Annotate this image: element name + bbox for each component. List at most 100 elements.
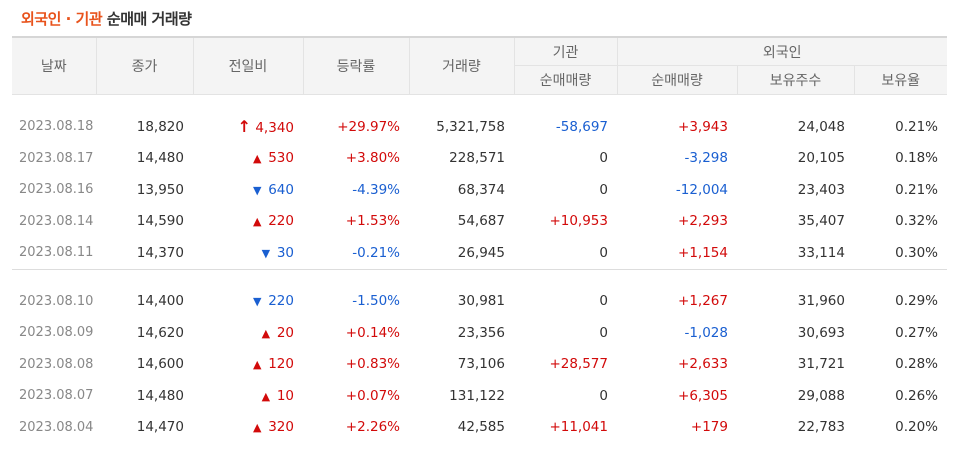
- section-title: 외국인 · 기관 순매매 거래량: [21, 8, 192, 29]
- foreign-ratio-cell: 0.30%: [895, 244, 938, 261]
- foreign-ratio-cell: 0.29%: [895, 293, 938, 310]
- rate-cell: -1.50%: [352, 293, 400, 310]
- foreign-net-cell: +6,305: [678, 387, 728, 404]
- inst-net-cell: 0: [599, 324, 608, 341]
- foreign-shares-cell: 30,693: [797, 324, 845, 341]
- rate-cell: +2.26%: [345, 419, 400, 436]
- inst-net-cell: 0: [599, 150, 608, 167]
- foreign-ratio-cell: 0.32%: [895, 213, 938, 230]
- change-cell: ▲ 220: [193, 206, 303, 238]
- separator-cell: [12, 268, 947, 286]
- change-cell: ▼ 640: [193, 174, 303, 206]
- table-row: 2023.08.07 14,480 ▲ 10 +0.07% 131,122 0 +6,305 2…: [12, 380, 947, 412]
- foreign-shares-cell: 31,721: [797, 356, 845, 373]
- change-value: 640: [268, 181, 294, 198]
- close-cell: 18,820: [136, 118, 184, 135]
- date-cell: 2023.08.16: [19, 182, 94, 198]
- foreign-net-cell: +1,154: [678, 244, 728, 261]
- foreign-ratio-cell: 0.26%: [895, 387, 938, 404]
- change-cell: ▼ 220: [193, 286, 303, 318]
- date-cell: 2023.08.14: [19, 213, 94, 229]
- date-cell: 2023.08.11: [19, 245, 94, 261]
- triangle-up-icon: ▲: [252, 358, 262, 372]
- change-cell: ▼ 30: [193, 237, 303, 269]
- change-value: 530: [268, 150, 294, 167]
- date-cell: 2023.08.17: [19, 150, 94, 166]
- header-change: 전일비: [193, 36, 304, 95]
- volume-cell: 54,687: [457, 213, 505, 230]
- change-value: 120: [268, 356, 294, 373]
- table-row: 2023.08.10 14,400 ▼ 220 -1.50% 30,981 0 +1,267 3…: [12, 286, 947, 318]
- separator-cell: [12, 95, 947, 112]
- spacer-row: [12, 95, 947, 112]
- header-foreign: 외국인: [617, 36, 947, 66]
- inst-net-cell: 0: [599, 244, 608, 261]
- triangle-up-icon: ▲: [252, 421, 262, 435]
- triangle-up-icon: ▲: [252, 152, 262, 166]
- table-row: 2023.08.17 14,480 ▲ 530 +3.80% 228,571 0 -3,298…: [12, 143, 947, 175]
- triangle-up-icon: ▲: [261, 326, 271, 340]
- rate-cell: +3.80%: [345, 150, 400, 167]
- rate-cell: -0.21%: [352, 244, 400, 261]
- header-rate: 등락률: [303, 36, 410, 95]
- volume-cell: 30,981: [457, 293, 505, 310]
- inst-net-cell: +10,953: [549, 213, 608, 230]
- foreign-shares-cell: 31,960: [797, 293, 845, 310]
- change-value: 320: [268, 419, 294, 436]
- foreign-ratio-cell: 0.27%: [895, 324, 938, 341]
- close-cell: 14,600: [136, 356, 184, 373]
- rate-cell: +0.14%: [345, 324, 400, 341]
- change-value: 4,340: [255, 120, 294, 137]
- header-close: 종가: [96, 36, 194, 95]
- foreign-net-cell: -12,004: [675, 181, 728, 198]
- header-foreign-shares: 보유주수: [737, 65, 855, 95]
- foreign-net-cell: +2,293: [678, 213, 728, 230]
- triangle-up-icon: ▲: [261, 389, 271, 403]
- date-cell: 2023.08.18: [19, 119, 94, 135]
- date-cell: 2023.08.07: [19, 388, 94, 404]
- change-cell: ▲ 10: [193, 380, 303, 412]
- title-accent: 외국인 · 기관: [21, 10, 103, 28]
- change-value: 10: [276, 387, 294, 404]
- foreign-ratio-cell: 0.18%: [895, 150, 938, 167]
- inst-net-cell: +11,041: [549, 419, 608, 436]
- foreign-net-cell: +3,943: [678, 118, 728, 135]
- foreign-shares-cell: 33,114: [797, 244, 845, 261]
- foreign-ratio-cell: 0.20%: [895, 419, 938, 436]
- inst-net-cell: -58,697: [555, 118, 608, 135]
- foreign-shares-cell: 20,105: [797, 150, 845, 167]
- inst-net-cell: 0: [599, 387, 608, 404]
- volume-cell: 131,122: [449, 387, 505, 404]
- foreign-ratio-cell: 0.21%: [895, 118, 938, 135]
- table-row: 2023.08.08 14,600 ▲ 120 +0.83% 73,106 +28,577 +…: [12, 349, 947, 381]
- change-value: 30: [276, 244, 294, 261]
- close-cell: 14,470: [136, 419, 184, 436]
- foreign-institution-trade-table: 날짜 종가 전일비 등락률 거래량 기관 외국인 순매매량 순매매량 보유주수 …: [12, 36, 947, 443]
- volume-cell: 5,321,758: [436, 118, 505, 135]
- foreign-shares-cell: 29,088: [797, 387, 845, 404]
- triangle-down-icon: ▼: [261, 246, 271, 260]
- foreign-ratio-cell: 0.28%: [895, 356, 938, 373]
- table-row: 2023.08.14 14,590 ▲ 220 +1.53% 54,687 +10,953 +…: [12, 206, 947, 238]
- foreign-shares-cell: 24,048: [797, 118, 845, 135]
- volume-cell: 73,106: [457, 356, 505, 373]
- inst-net-cell: 0: [599, 293, 608, 310]
- triangle-down-icon: ▼: [252, 183, 262, 197]
- change-value: 220: [268, 293, 294, 310]
- header-date: 날짜: [12, 36, 97, 95]
- date-cell: 2023.08.09: [19, 325, 94, 341]
- table-row: 2023.08.16 13,950 ▼ 640 -4.39% 68,374 0 -12,004…: [12, 174, 947, 206]
- date-cell: 2023.08.08: [19, 356, 94, 372]
- inst-net-cell: +28,577: [549, 356, 608, 373]
- title-rest: 순매매 거래량: [106, 10, 192, 28]
- rate-cell: +29.97%: [337, 118, 400, 135]
- rate-cell: +1.53%: [345, 213, 400, 230]
- foreign-net-cell: +179: [690, 419, 728, 436]
- change-cell: ▲ 20: [193, 317, 303, 349]
- close-cell: 14,400: [136, 293, 184, 310]
- foreign-net-cell: -1,028: [684, 324, 728, 341]
- foreign-shares-cell: 35,407: [797, 213, 845, 230]
- foreign-ratio-cell: 0.21%: [895, 181, 938, 198]
- date-cell: 2023.08.04: [19, 419, 94, 435]
- header-institution: 기관: [514, 36, 618, 66]
